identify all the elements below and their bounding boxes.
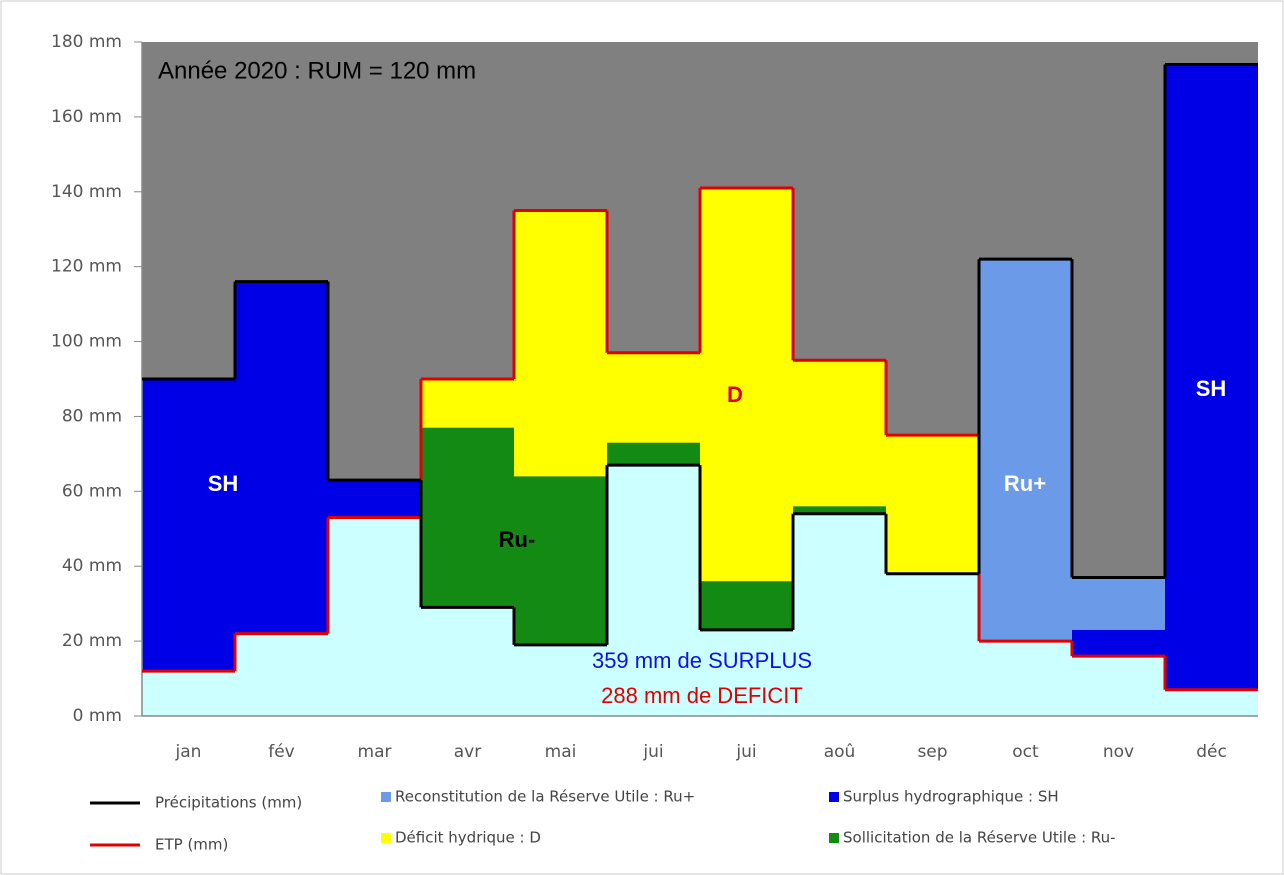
segment — [514, 476, 607, 645]
y-tick-label: 160 mm — [51, 107, 122, 127]
base-area — [142, 671, 235, 716]
legend-label: Reconstitution de la Réserve Utile : Ru+ — [395, 788, 695, 806]
segment — [1165, 64, 1258, 690]
x-tick-label: sep — [917, 742, 947, 762]
x-tick-label: jui — [735, 742, 756, 762]
segment — [421, 427, 514, 608]
y-tick-label: 40 mm — [62, 556, 122, 576]
y-tick-label: 180 mm — [51, 32, 122, 52]
y-tick-label: 80 mm — [62, 406, 122, 426]
legend-swatch — [381, 792, 391, 802]
annotation: 359 mm de SURPLUS — [592, 648, 812, 673]
annotation: Ru- — [499, 527, 536, 552]
segment — [421, 379, 514, 428]
segment — [979, 259, 1072, 642]
base-area — [793, 513, 886, 716]
legend-label: Surplus hydrographique : SH — [843, 788, 1059, 806]
segment — [700, 188, 793, 582]
segment — [793, 360, 886, 507]
segment — [328, 480, 421, 518]
legend-swatch — [381, 833, 391, 843]
y-tick-label: 120 mm — [51, 257, 122, 277]
x-tick-label: avr — [454, 742, 481, 762]
segment — [235, 281, 328, 634]
base-area — [1072, 656, 1165, 716]
y-tick-label: 0 mm — [73, 706, 122, 726]
annotation: 288 mm de DEFICIT — [601, 683, 803, 708]
segment — [514, 210, 607, 477]
x-tick-label: aoû — [824, 742, 856, 762]
segment — [1072, 629, 1165, 657]
legend-swatch — [829, 792, 839, 802]
base-area — [235, 633, 328, 716]
x-tick-label: nov — [1103, 742, 1134, 762]
segment — [607, 442, 700, 466]
y-tick-label: 20 mm — [62, 631, 122, 651]
annotation: Ru+ — [1004, 471, 1046, 496]
base-area — [328, 517, 421, 716]
segment — [142, 379, 235, 672]
annotation: SH — [208, 471, 239, 496]
base-area — [979, 641, 1072, 716]
segment — [607, 352, 700, 443]
base-area — [421, 607, 514, 716]
chart-title: Année 2020 : RUM = 120 mm — [158, 57, 476, 84]
base-area — [700, 629, 793, 716]
legend-swatch — [829, 833, 839, 843]
x-tick-label: mar — [358, 742, 392, 762]
legend-label: ETP (mm) — [155, 836, 228, 854]
x-tick-label: jan — [175, 742, 202, 762]
annotation: SH — [1196, 376, 1227, 401]
x-tick-label: mai — [545, 742, 577, 762]
annotation: D — [727, 382, 743, 407]
x-tick-label: fév — [268, 742, 295, 762]
legend-label: Précipitations (mm) — [155, 794, 302, 812]
segment — [700, 581, 793, 630]
x-tick-label: déc — [1196, 742, 1227, 762]
y-tick-label: 140 mm — [51, 182, 122, 202]
base-area — [886, 573, 979, 716]
base-area — [514, 644, 607, 716]
legend-label: Déficit hydrique : D — [395, 829, 541, 847]
base-area — [607, 465, 700, 716]
y-tick-label: 100 mm — [51, 332, 122, 352]
segment — [1072, 577, 1165, 630]
base-area — [1165, 689, 1258, 716]
segment — [793, 506, 886, 514]
segment — [886, 435, 979, 574]
x-tick-label: oct — [1012, 742, 1039, 762]
x-tick-label: jui — [642, 742, 663, 762]
y-tick-label: 60 mm — [62, 481, 122, 501]
legend-label: Sollicitation de la Réserve Utile : Ru- — [843, 829, 1116, 847]
